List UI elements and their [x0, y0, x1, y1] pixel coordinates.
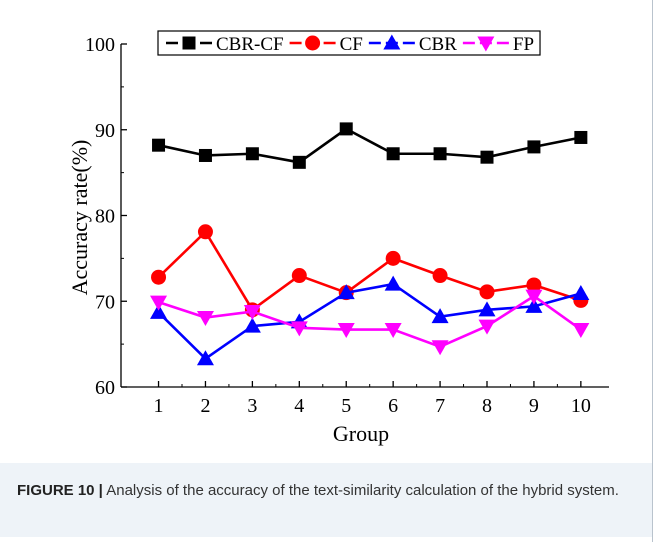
legend: CBR-CF CF CBR FP — [157, 30, 541, 56]
data-point-cbr-cf — [527, 140, 541, 154]
data-point-cbr — [431, 308, 449, 324]
data-point-cbr — [478, 301, 496, 317]
data-point-cf — [385, 250, 401, 266]
data-point-cf — [526, 277, 542, 293]
data-point-cbr-cf — [574, 130, 588, 144]
figure-label: FIGURE 10 | — [17, 482, 103, 499]
data-point-fp — [290, 321, 308, 337]
x-tick-label: 2 — [200, 395, 210, 417]
data-point-cbr — [196, 350, 214, 366]
y-tick-label: 70 — [95, 291, 115, 313]
legend-marker-fp — [477, 36, 495, 52]
data-point-cbr-cf — [433, 147, 447, 161]
data-point-cbr-cf — [339, 122, 353, 136]
x-tick-label: 9 — [529, 395, 539, 417]
x-tick-label: 1 — [154, 395, 164, 417]
data-point-cbr-cf — [198, 148, 212, 162]
data-point-cbr-cf — [480, 150, 494, 164]
x-tick-label: 6 — [388, 395, 398, 417]
data-point-cbr — [572, 285, 590, 301]
data-point-fp — [243, 305, 261, 321]
data-point-fp — [384, 323, 402, 339]
data-point-cf — [479, 284, 495, 300]
x-tick-label: 5 — [341, 395, 351, 417]
data-point-cf — [291, 268, 307, 284]
data-point-cf — [432, 268, 448, 284]
data-point-fp — [572, 323, 590, 339]
page-divider — [652, 0, 653, 542]
data-point-cbr — [243, 317, 261, 333]
data-point-fp — [525, 289, 543, 305]
data-point-cbr-cf — [386, 147, 400, 161]
x-tick-label: 10 — [571, 395, 591, 417]
data-point-fp — [478, 319, 496, 335]
axes: 60 70 80 90 100 1 2 3 4 5 6 7 8 9 10 Group Accuracy rate… — [67, 34, 609, 446]
legend-label-cf: CF — [340, 34, 363, 55]
x-tick-label: 7 — [435, 395, 445, 417]
line-chart: CBR-CF CF CBR FP 60 70 80 90 100 1 2 3 4 5 6 7 8 9 10 Grou… — [67, 30, 609, 446]
data-point-cbr-cf — [245, 147, 259, 161]
data-point-cbr-cf — [152, 138, 166, 152]
series-line-cbr — [157, 282, 582, 361]
x-tick-label: 8 — [482, 395, 492, 417]
series-line-cf — [157, 229, 582, 312]
legend-marker-cf — [305, 35, 321, 51]
legend-label-fp: FP — [513, 34, 534, 55]
data-point-fp — [337, 323, 355, 339]
data-point-cbr — [150, 303, 168, 319]
y-tick-label: 90 — [95, 120, 115, 142]
legend-marker-cbr-cf — [182, 36, 196, 50]
series-line-fp — [158, 294, 582, 349]
data-point-cf — [197, 224, 213, 240]
data-point-cbr-cf — [292, 155, 306, 169]
series-line-cbr-cf — [158, 127, 582, 164]
y-tick-label: 80 — [95, 206, 115, 228]
x-tick-label: 3 — [247, 395, 257, 417]
y-tick-label: 100 — [85, 34, 115, 56]
y-axis-label: Accuracy rate(%) — [67, 140, 92, 296]
y-tick-label: 60 — [95, 377, 115, 399]
legend-box — [157, 30, 541, 56]
data-point-cbr — [384, 275, 402, 291]
data-point-fp — [196, 311, 214, 327]
legend-label-cbr-cf: CBR-CF — [216, 34, 284, 55]
x-tick-label: 4 — [294, 395, 304, 417]
caption-text: Analysis of the accuracy of the text-sim… — [102, 482, 619, 499]
figure-caption: FIGURE 10 | Analysis of the accuracy of … — [0, 463, 652, 537]
data-point-cbr — [525, 297, 543, 313]
data-point-fp — [431, 340, 449, 356]
legend-marker-cbr — [383, 34, 401, 50]
data-point-fp — [150, 295, 168, 311]
data-point-cbr — [337, 284, 355, 300]
plot-area — [150, 122, 590, 366]
data-point-cf — [151, 269, 167, 285]
x-axis-label: Group — [333, 421, 389, 446]
legend-label-cbr: CBR — [419, 34, 457, 55]
